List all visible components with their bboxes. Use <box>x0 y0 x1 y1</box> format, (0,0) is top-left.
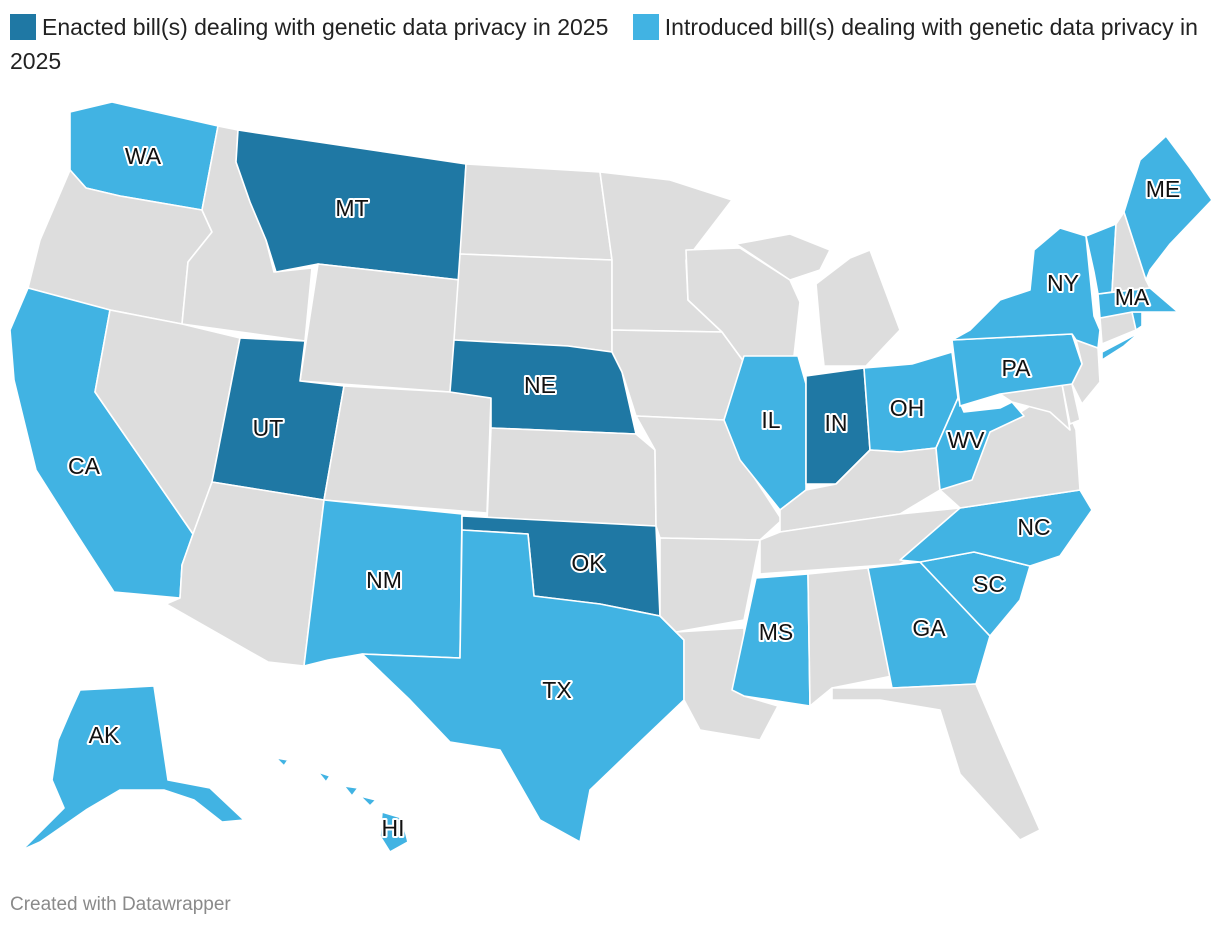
state-label-ut: UT <box>253 415 284 441</box>
state-ms <box>731 573 811 707</box>
state-nh <box>1111 211 1151 293</box>
state-label-oh: OH <box>890 395 925 421</box>
state-label-ca: CA <box>68 453 101 479</box>
state-label-sc: SC <box>973 571 1005 597</box>
legend-swatch-enacted <box>10 14 36 40</box>
legend-label-introduced: Introduced bill(s) dealing with genetic … <box>10 14 1198 74</box>
state-fl <box>831 683 1041 841</box>
state-me <box>1123 135 1213 281</box>
state-nd <box>459 163 613 261</box>
legend-label-enacted: Enacted bill(s) dealing with genetic dat… <box>42 14 609 40</box>
state-label-wa: WA <box>125 143 162 169</box>
state-ia <box>611 329 745 421</box>
state-vt <box>1085 223 1117 295</box>
state-al <box>807 567 893 707</box>
state-tx <box>361 529 685 843</box>
state-label-hi: HI <box>382 815 405 841</box>
state-co <box>323 385 492 514</box>
state-label-tx: TX <box>542 677 571 703</box>
state-labels: WA CA MT UT NM NE OK TX IL IN OH MS GA S… <box>66 141 1182 843</box>
state-label-ms: MS <box>759 619 794 645</box>
state-label-ak: AK <box>89 722 120 748</box>
state-label-ga: GA <box>912 615 946 641</box>
credit-note: Created with Datawrapper <box>10 894 231 915</box>
state-label-nc: NC <box>1017 514 1050 540</box>
state-hi <box>275 757 409 853</box>
state-ny <box>951 227 1141 361</box>
state-ar <box>659 537 761 633</box>
state-label-ma: MA <box>1115 284 1150 310</box>
legend-item-enacted: Enacted bill(s) dealing with genetic dat… <box>10 14 608 40</box>
state-label-ok: OK <box>571 550 605 576</box>
state-sd <box>453 253 613 353</box>
state-label-ny: NY <box>1047 270 1079 296</box>
state-shapes <box>9 101 1213 853</box>
legend-item-introduced: Introduced bill(s) dealing with genetic … <box>10 14 1198 74</box>
state-label-in: IN <box>825 410 848 436</box>
us-states-map: WA CA MT UT NM NE OK TX IL IN OH MS GA S… <box>9 101 1213 853</box>
legend: Enacted bill(s) dealing with genetic dat… <box>10 10 1210 78</box>
state-ak <box>21 685 245 851</box>
state-ga <box>867 561 991 689</box>
state-label-ne: NE <box>524 372 556 398</box>
legend-swatch-introduced <box>632 14 659 40</box>
state-label-wv: WV <box>947 427 985 453</box>
state-label-me: ME <box>1146 176 1181 202</box>
state-wy <box>299 263 461 393</box>
state-label-pa: PA <box>1002 355 1032 381</box>
state-ks <box>486 427 657 527</box>
state-label-nm: NM <box>366 567 402 593</box>
state-label-il: IL <box>761 407 780 433</box>
state-mi <box>735 233 901 367</box>
state-label-mt: MT <box>335 195 368 221</box>
